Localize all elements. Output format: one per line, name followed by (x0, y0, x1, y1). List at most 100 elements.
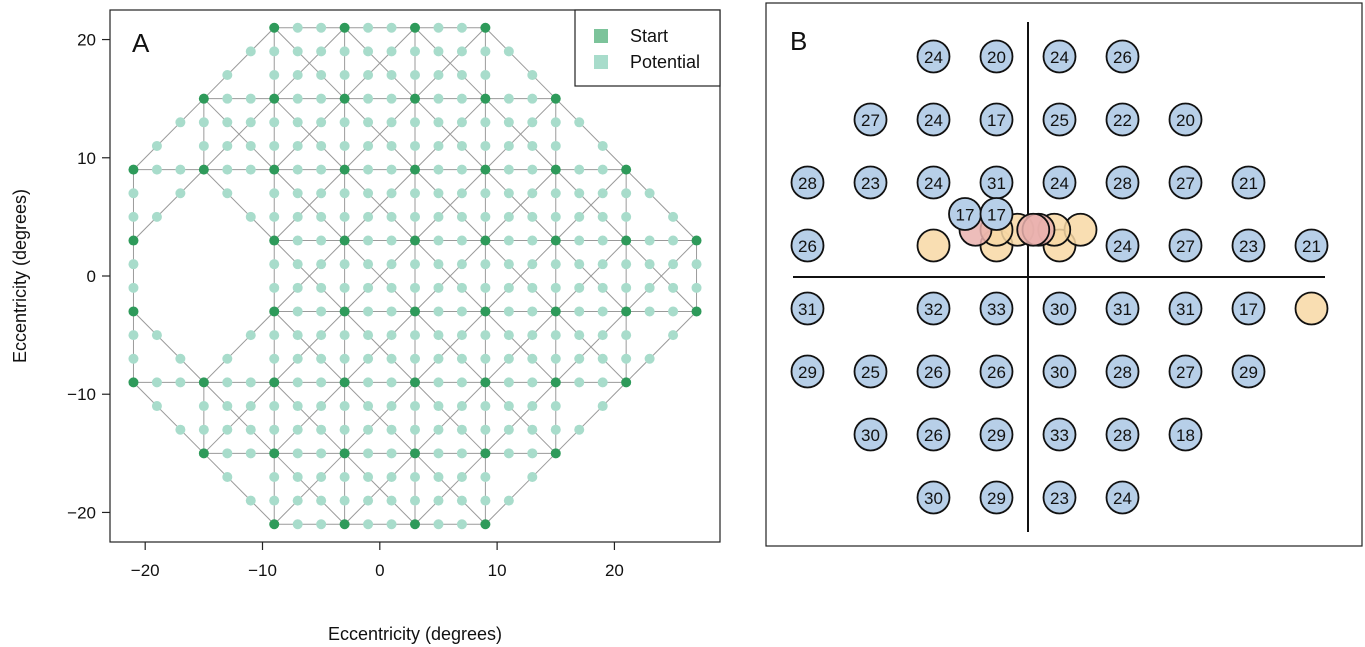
start-point (480, 164, 491, 175)
potential-point (363, 93, 374, 104)
potential-point (222, 117, 233, 128)
potential-point (292, 22, 303, 33)
lattice-edge (414, 240, 486, 312)
start-point (198, 448, 209, 459)
y-tick-label: −10 (67, 385, 96, 404)
start-point (269, 306, 280, 317)
start-point (269, 235, 280, 246)
potential-point (503, 46, 514, 57)
potential-point (597, 330, 608, 341)
threshold-value: 24 (924, 174, 943, 193)
potential-point (668, 330, 679, 341)
potential-point (621, 259, 632, 270)
start-point (198, 377, 209, 388)
potential-point (527, 306, 538, 317)
potential-point (363, 164, 374, 175)
visual-field-location: 24 (1042, 165, 1077, 200)
visual-field-location (916, 228, 951, 263)
location-marker (979, 417, 1014, 452)
lattice-edge (344, 240, 416, 312)
location-marker (979, 39, 1014, 74)
potential-point (503, 448, 514, 459)
potential-point (456, 306, 467, 317)
potential-point (175, 117, 186, 128)
potential-point (245, 330, 256, 341)
potential-point (480, 140, 491, 151)
location-marker (1042, 165, 1077, 200)
visual-field-location: 28 (1105, 354, 1140, 389)
location-marker (1231, 291, 1266, 326)
threshold-value: 23 (861, 174, 880, 193)
threshold-value: 20 (1176, 111, 1195, 130)
potential-point (410, 401, 420, 412)
potential-point (410, 211, 420, 222)
legend: Start Potential (574, 9, 721, 87)
potential-point (269, 401, 280, 412)
potential-point (503, 188, 514, 199)
panel-b-letter: B (790, 26, 807, 56)
potential-point (503, 353, 514, 364)
location-marker (1105, 354, 1140, 389)
threshold-value: 27 (1176, 363, 1195, 382)
potential-point (621, 211, 632, 222)
potential-point (316, 164, 327, 175)
potential-point (456, 235, 467, 246)
potential-point (222, 164, 233, 175)
location-marker (916, 39, 951, 74)
start-point (339, 164, 350, 175)
location-marker (790, 354, 825, 389)
potential-point (222, 140, 233, 151)
potential-point (363, 188, 374, 199)
threshold-value: 33 (987, 300, 1006, 319)
potential-point (316, 377, 327, 388)
start-point (621, 377, 632, 388)
potential-point (316, 235, 327, 246)
potential-point (597, 140, 608, 151)
threshold-value: 27 (1176, 174, 1195, 193)
potential-point (316, 282, 327, 293)
potential-point (175, 188, 186, 199)
potential-point (222, 401, 233, 412)
potential-point (410, 188, 420, 199)
potential-point (269, 140, 280, 151)
potential-point (668, 282, 679, 293)
location-marker (916, 417, 951, 452)
potential-point (456, 330, 467, 341)
potential-point (433, 377, 444, 388)
start-point (480, 22, 491, 33)
potential-point (527, 211, 538, 222)
potential-point (503, 424, 514, 435)
start-point (128, 377, 139, 388)
potential-point (433, 495, 444, 506)
lattice-edge (273, 311, 345, 383)
potential-point (128, 282, 139, 293)
potential-point (269, 211, 280, 222)
x-tick-label: −20 (131, 561, 160, 580)
start-point (339, 377, 350, 388)
potential-point (527, 70, 538, 81)
lattice-edge (273, 98, 345, 170)
visual-field-location: 26 (790, 228, 825, 263)
potential-point (597, 188, 608, 199)
x-tick-label: 20 (605, 561, 624, 580)
potential-point (269, 330, 280, 341)
potential-point (339, 495, 350, 506)
potential-point (503, 235, 514, 246)
potential-point (433, 188, 444, 199)
location-marker (916, 480, 951, 515)
start-point (410, 22, 420, 33)
potential-point (527, 164, 538, 175)
start-point (621, 306, 632, 317)
potential-point (292, 235, 303, 246)
potential-point (386, 164, 397, 175)
location-marker (853, 102, 888, 137)
potential-point (527, 401, 538, 412)
lattice-edge (485, 311, 557, 383)
threshold-value: 26 (1113, 48, 1132, 67)
potential-point (292, 353, 303, 364)
potential-point (316, 471, 327, 482)
potential-point (456, 140, 467, 151)
potential-point (597, 401, 608, 412)
lattice-edge (133, 98, 205, 170)
